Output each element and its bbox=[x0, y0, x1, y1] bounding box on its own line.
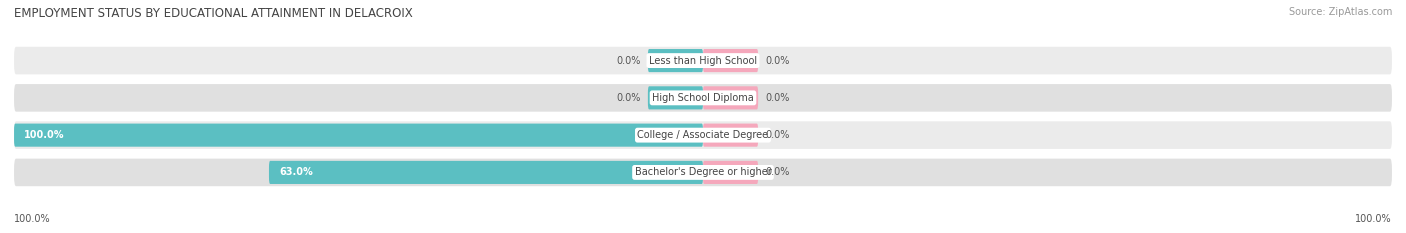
Text: 0.0%: 0.0% bbox=[765, 168, 789, 177]
Text: 0.0%: 0.0% bbox=[617, 56, 641, 65]
Text: Less than High School: Less than High School bbox=[650, 56, 756, 65]
FancyBboxPatch shape bbox=[14, 121, 1392, 149]
Text: 0.0%: 0.0% bbox=[765, 93, 789, 103]
Text: 63.0%: 63.0% bbox=[280, 168, 314, 177]
FancyBboxPatch shape bbox=[703, 123, 758, 147]
Legend: In Labor Force, Unemployed: In Labor Force, Unemployed bbox=[616, 231, 790, 233]
Text: 0.0%: 0.0% bbox=[765, 130, 789, 140]
Text: College / Associate Degree: College / Associate Degree bbox=[637, 130, 769, 140]
FancyBboxPatch shape bbox=[269, 161, 703, 184]
FancyBboxPatch shape bbox=[14, 47, 1392, 74]
FancyBboxPatch shape bbox=[14, 159, 1392, 186]
FancyBboxPatch shape bbox=[648, 86, 703, 110]
FancyBboxPatch shape bbox=[703, 86, 758, 110]
FancyBboxPatch shape bbox=[703, 49, 758, 72]
Text: 0.0%: 0.0% bbox=[765, 56, 789, 65]
Text: High School Diploma: High School Diploma bbox=[652, 93, 754, 103]
FancyBboxPatch shape bbox=[14, 84, 1392, 112]
FancyBboxPatch shape bbox=[14, 123, 703, 147]
FancyBboxPatch shape bbox=[703, 161, 758, 184]
Text: 100.0%: 100.0% bbox=[24, 130, 65, 140]
Text: 0.0%: 0.0% bbox=[617, 93, 641, 103]
Text: 100.0%: 100.0% bbox=[14, 214, 51, 224]
Text: Source: ZipAtlas.com: Source: ZipAtlas.com bbox=[1288, 7, 1392, 17]
Text: EMPLOYMENT STATUS BY EDUCATIONAL ATTAINMENT IN DELACROIX: EMPLOYMENT STATUS BY EDUCATIONAL ATTAINM… bbox=[14, 7, 413, 20]
FancyBboxPatch shape bbox=[648, 49, 703, 72]
Text: Bachelor's Degree or higher: Bachelor's Degree or higher bbox=[634, 168, 772, 177]
Text: 100.0%: 100.0% bbox=[1355, 214, 1392, 224]
